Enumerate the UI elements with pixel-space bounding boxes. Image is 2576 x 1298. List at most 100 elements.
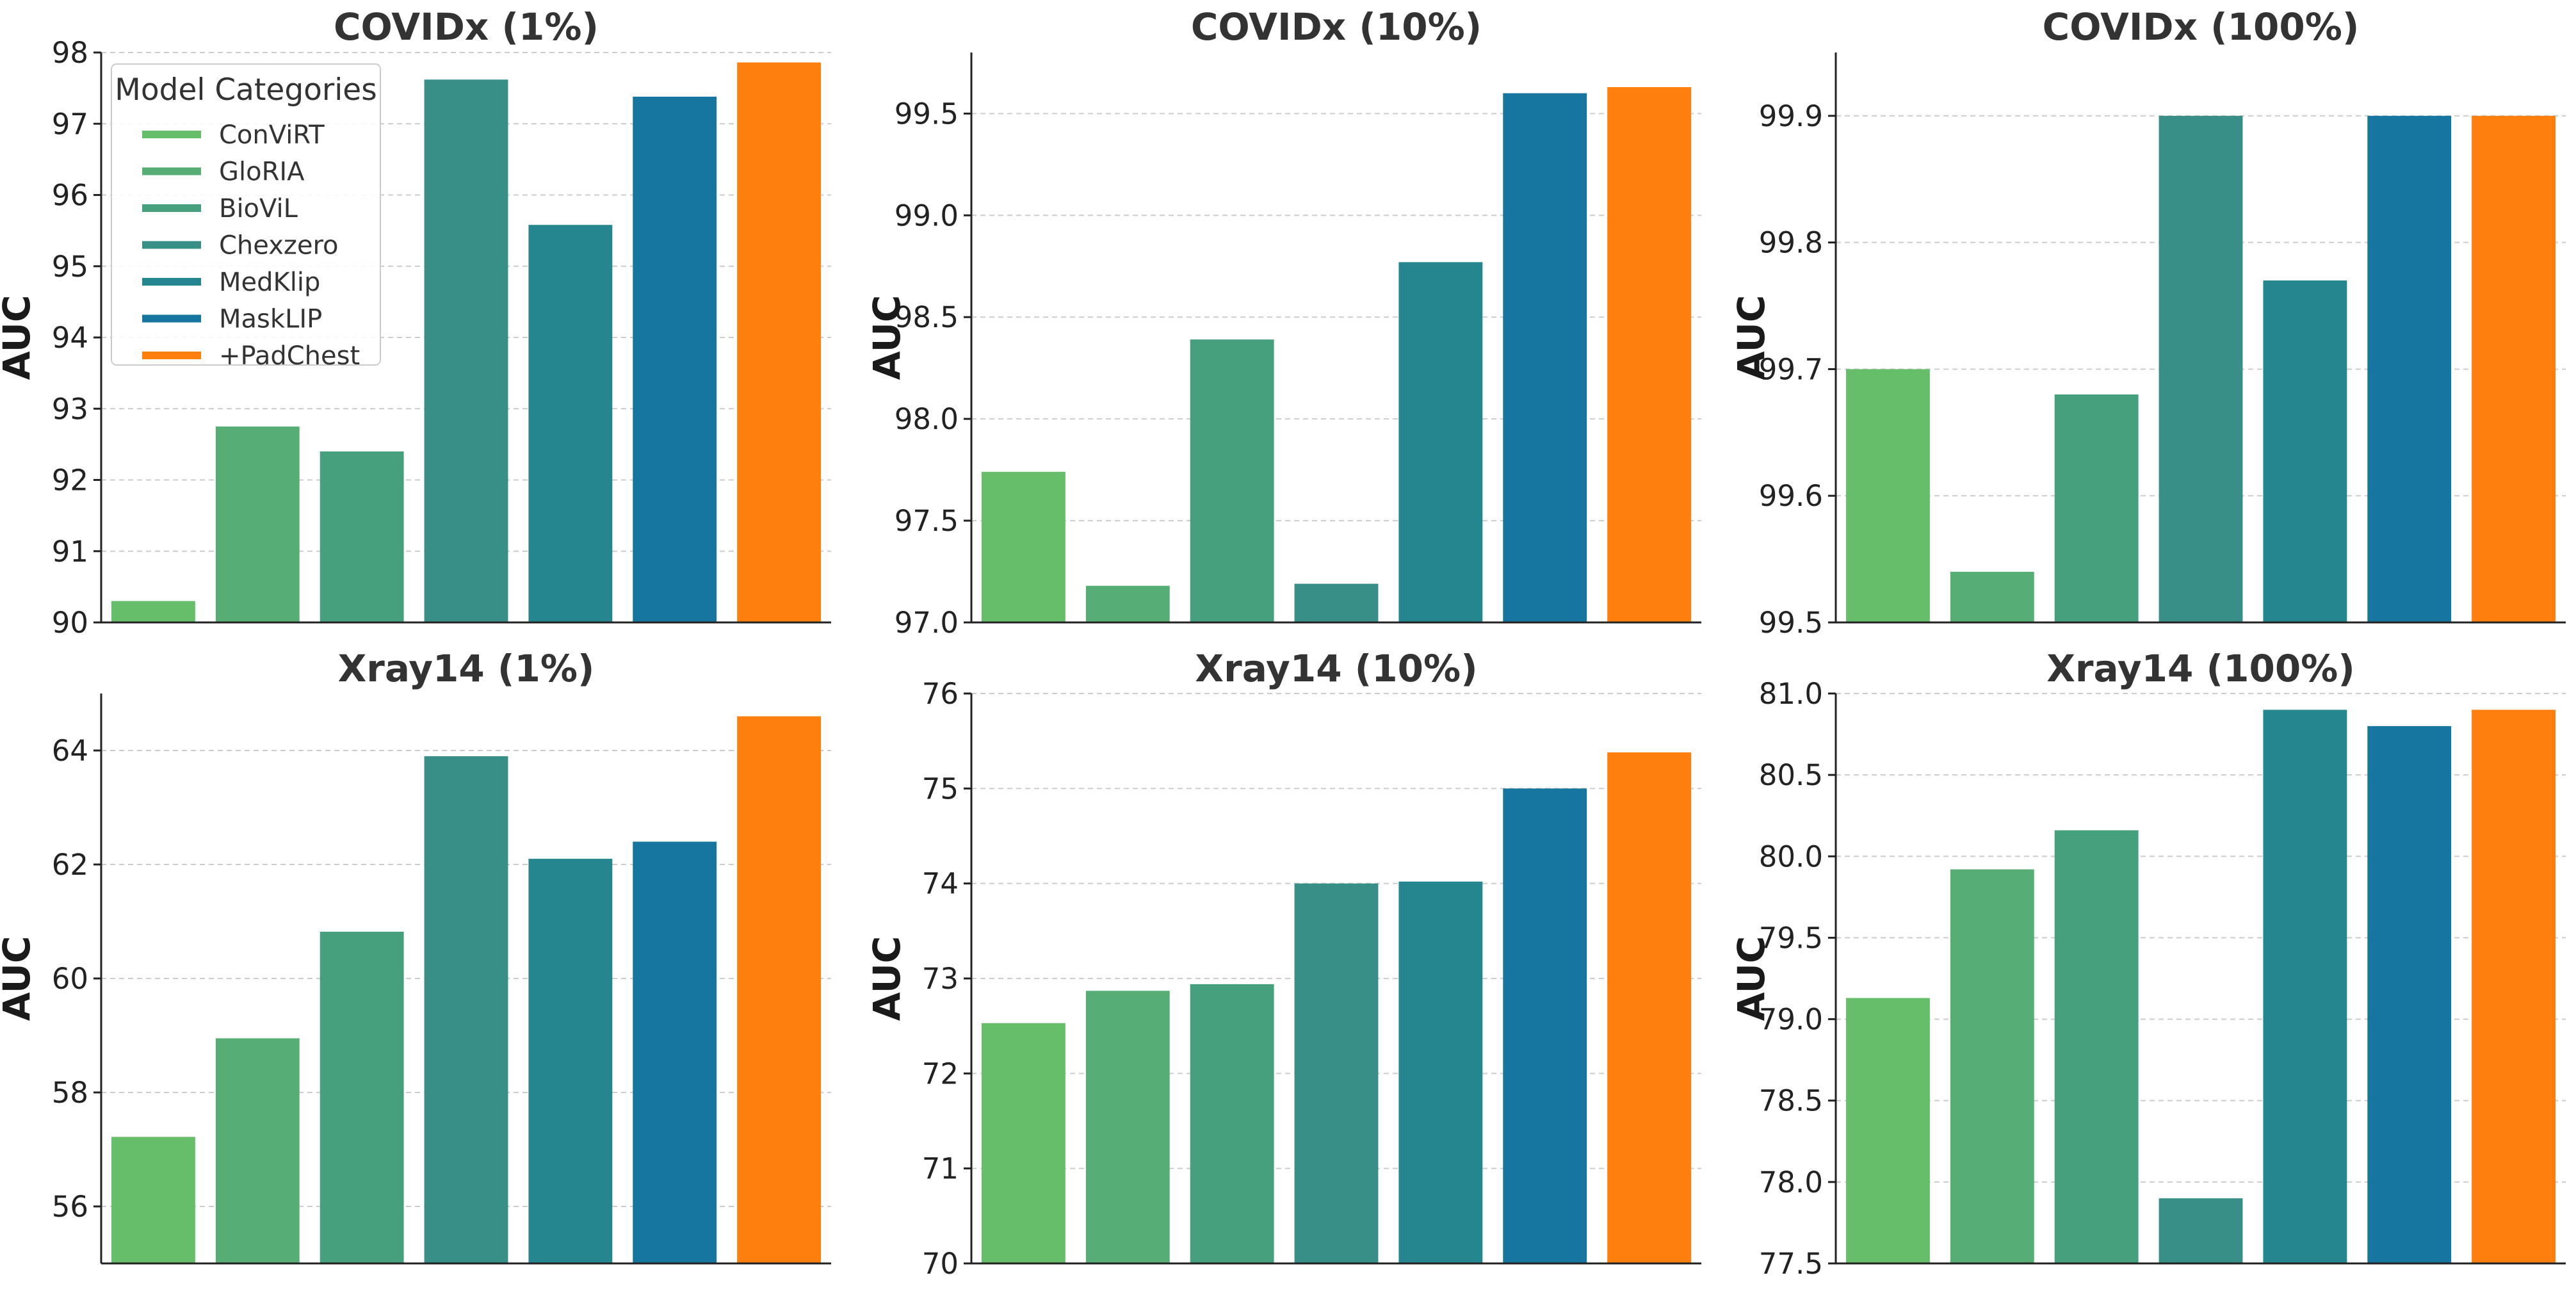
- bar-gloria: [1950, 869, 2034, 1263]
- bar-gloria: [215, 426, 300, 622]
- bar-biovil: [320, 451, 404, 622]
- y-axis-label: AUC: [865, 936, 909, 1021]
- y-tick-label: 94: [52, 321, 88, 355]
- y-axis-label: AUC: [0, 936, 38, 1021]
- bar-padchest: [1607, 752, 1691, 1263]
- y-tick-label: 79.0: [1759, 1003, 1823, 1037]
- legend-entry: BioViL: [219, 194, 298, 223]
- legend-box: [111, 63, 381, 366]
- chart-panel-1: 90 91 92 93 94 95 96 97 98 COVIDx (1%) AUC Model Ca…: [0, 5, 831, 640]
- y-tick-label: 95: [52, 250, 88, 284]
- bar-padchest: [2472, 115, 2556, 622]
- bar-chexzero: [424, 756, 508, 1263]
- y-tick-label: 97.0: [895, 606, 959, 640]
- chart-panel-6: 77.5 78.0 78.5 79.0 79.5 80.0 80.5 81.0 Xray14 (…: [1729, 647, 2566, 1281]
- y-tick-label: 81.0: [1759, 677, 1823, 711]
- y-tick-label: 97.5: [895, 504, 959, 538]
- bar-biovil: [2054, 394, 2139, 622]
- legend-entry: Chexzero: [219, 231, 339, 261]
- bar-masklip: [1503, 788, 1587, 1263]
- bar-convirt: [1846, 369, 1930, 622]
- chart-title: COVIDx (1%): [334, 5, 599, 49]
- bar-biovil: [320, 932, 404, 1263]
- bar-gloria: [1085, 991, 1170, 1263]
- legend: Model Categories ConViRT GloRIA BioViL Chexz…: [111, 63, 381, 371]
- bar-medklip: [2263, 280, 2347, 622]
- bar-masklip: [633, 841, 717, 1263]
- legend-entry: GloRIA: [219, 158, 305, 187]
- bar-convirt: [982, 1023, 1065, 1263]
- chart-title: COVIDx (100%): [2043, 5, 2360, 49]
- chart-title: COVIDx (10%): [1191, 5, 1482, 49]
- bar-masklip: [2367, 726, 2452, 1263]
- y-tick-label: 78.0: [1759, 1165, 1823, 1199]
- y-tick-label: 80.0: [1759, 840, 1823, 873]
- y-tick-label: 99.5: [895, 97, 959, 131]
- y-tick-label: 79.5: [1759, 921, 1823, 955]
- y-tick-label: 96: [52, 179, 88, 213]
- legend-entry: ConViRT: [219, 120, 325, 150]
- y-tick-label: 99.8: [1759, 226, 1823, 260]
- chart-title: Xray14 (1%): [338, 647, 595, 690]
- y-tick-label: 60: [52, 962, 88, 996]
- bar-padchest: [737, 716, 821, 1263]
- legend-entry: +PadChest: [219, 341, 360, 371]
- y-axis-label: AUC: [0, 295, 38, 380]
- bar-chexzero: [2159, 115, 2243, 622]
- y-tick-label: 78.5: [1759, 1084, 1823, 1118]
- y-tick-label: 56: [52, 1190, 88, 1224]
- bar-medklip: [528, 859, 613, 1263]
- bar-medklip: [2263, 710, 2347, 1263]
- bar-convirt: [982, 471, 1065, 622]
- bar-gloria: [215, 1038, 300, 1263]
- y-tick-label: 80.5: [1759, 758, 1823, 792]
- chart-title: Xray14 (100%): [2046, 647, 2355, 690]
- y-tick-label: 73: [922, 962, 959, 996]
- y-tick-label: 99.0: [895, 199, 959, 232]
- bar-masklip: [633, 96, 717, 623]
- bar-chexzero: [1294, 883, 1379, 1263]
- bar-padchest: [737, 62, 821, 622]
- bar-biovil: [1190, 984, 1274, 1263]
- y-tick-label: 58: [52, 1076, 88, 1110]
- y-tick-label: 99.7: [1759, 352, 1823, 386]
- bar-convirt: [111, 1137, 195, 1263]
- bar-convirt: [111, 601, 195, 622]
- y-tick-label: 98.5: [895, 300, 959, 334]
- bar-medklip: [528, 225, 613, 623]
- bar-chexzero: [424, 79, 508, 622]
- bar-chexzero: [2159, 1198, 2243, 1263]
- bar-medklip: [1398, 881, 1483, 1263]
- y-tick-label: 92: [52, 464, 88, 498]
- bar-convirt: [1846, 998, 1930, 1263]
- legend-title: Model Categories: [115, 72, 377, 108]
- y-tick-label: 99.9: [1759, 99, 1823, 133]
- y-tick-label: 77.5: [1759, 1247, 1823, 1281]
- legend-entry: MaskLIP: [219, 305, 322, 334]
- bar-masklip: [1503, 93, 1587, 623]
- bar-biovil: [2054, 830, 2139, 1263]
- chart-panel-2: 97.0 97.5 98.0 98.5 99.0 99.5 COVIDx (10%) AUC: [865, 5, 1701, 640]
- y-tick-label: 62: [52, 848, 88, 882]
- y-axis-label: AUC: [1729, 936, 1773, 1021]
- bar-masklip: [2367, 115, 2452, 622]
- y-tick-label: 98.0: [895, 402, 959, 436]
- y-axis-label: AUC: [1729, 295, 1773, 380]
- bar-medklip: [1398, 262, 1483, 623]
- y-tick-label: 90: [52, 606, 88, 640]
- y-tick-label: 75: [922, 772, 959, 806]
- y-tick-label: 93: [52, 392, 88, 426]
- bar-biovil: [1190, 339, 1274, 622]
- y-tick-label: 98: [52, 36, 88, 70]
- y-tick-label: 71: [922, 1152, 959, 1186]
- y-tick-label: 99.6: [1759, 479, 1823, 513]
- bar-padchest: [2472, 710, 2556, 1263]
- y-tick-label: 91: [52, 535, 88, 569]
- legend-entry: MedKlip: [219, 268, 320, 297]
- y-tick-label: 74: [922, 867, 959, 901]
- bar-gloria: [1950, 571, 2034, 622]
- chart-panel-5: 70 71 72 73 74 75 76 Xray14 (10%) AUC: [865, 647, 1701, 1281]
- y-tick-label: 72: [922, 1057, 959, 1091]
- y-tick-label: 70: [922, 1247, 959, 1281]
